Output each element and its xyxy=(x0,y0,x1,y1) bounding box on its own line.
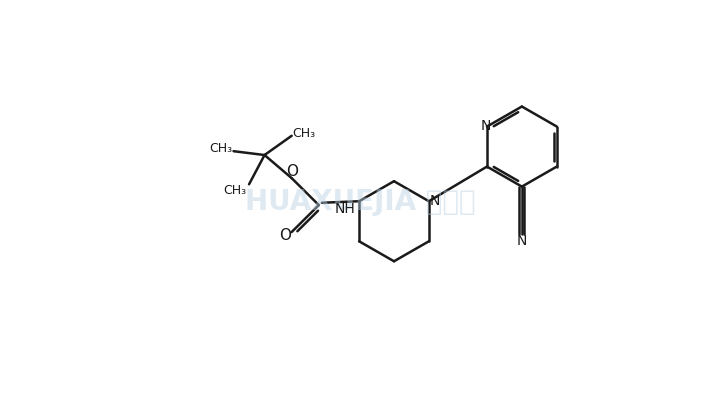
Text: HUAXUEJIA 化学加: HUAXUEJIA 化学加 xyxy=(245,188,475,216)
Text: CH₃: CH₃ xyxy=(292,127,316,140)
Text: NH: NH xyxy=(335,202,356,216)
Text: O: O xyxy=(286,164,299,180)
Text: O: O xyxy=(280,228,292,243)
Text: N: N xyxy=(480,119,491,133)
Text: N: N xyxy=(429,194,439,208)
Text: CH₃: CH₃ xyxy=(209,142,233,155)
Text: N: N xyxy=(517,234,527,248)
Text: CH₃: CH₃ xyxy=(224,184,247,197)
